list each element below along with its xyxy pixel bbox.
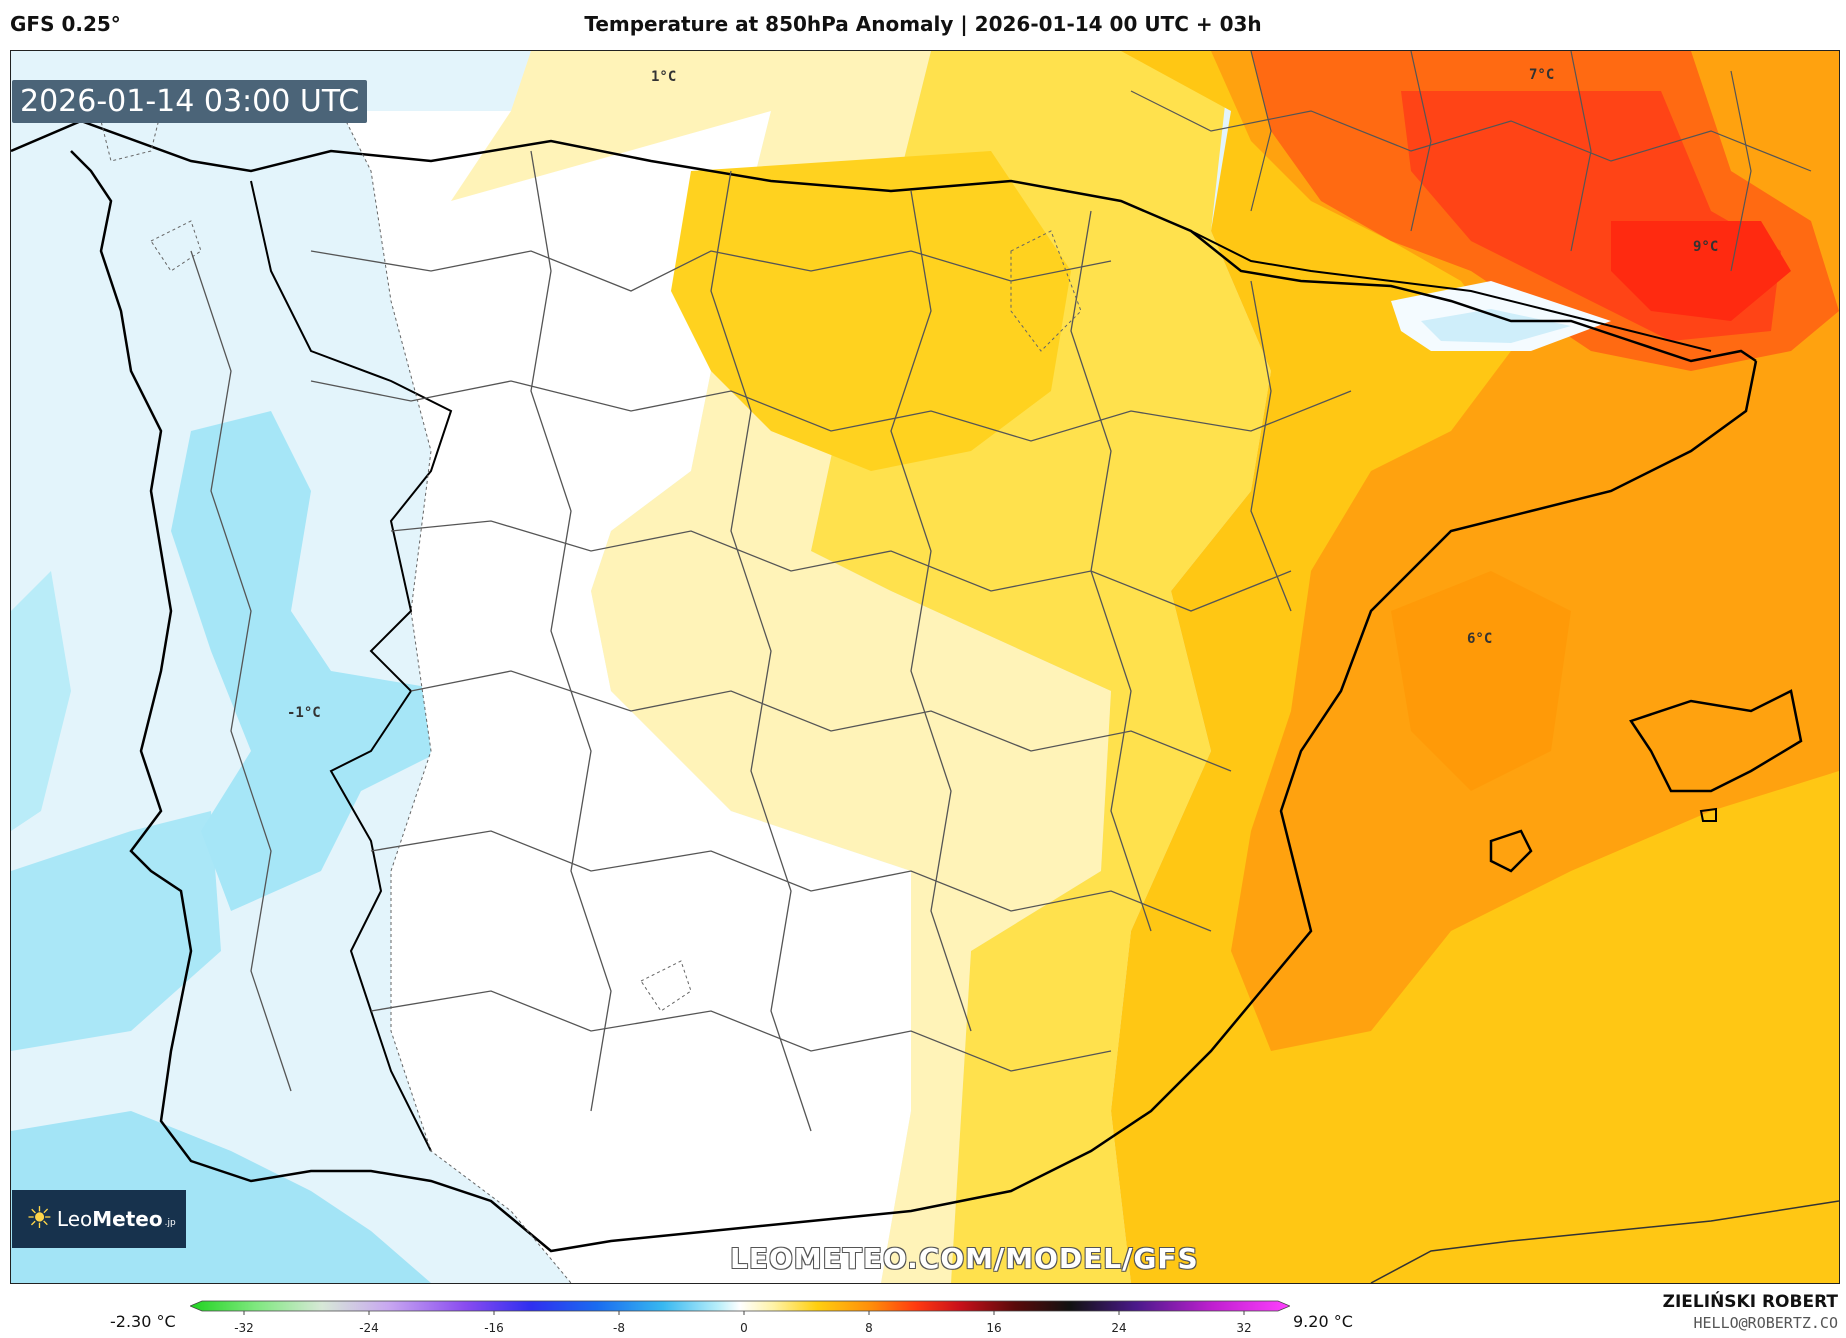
valid-time-badge: 2026-01-14 03:00 UTC — [12, 80, 368, 123]
sun-icon: ☀ — [26, 1201, 53, 1236]
colorbar-min-label: -2.30 °C — [110, 1312, 176, 1331]
contour-label-9c: 9°C — [1693, 239, 1719, 255]
anomaly-map[interactable]: 1°C 7°C 9°C 6°C -1°C — [10, 50, 1840, 1284]
colorbar-tick-label: 32 — [1236, 1321, 1251, 1335]
logo-leo: Leo — [56, 1207, 93, 1231]
author-email[interactable]: HELLO@ROBERTZ.CO — [1693, 1314, 1839, 1332]
colorbar-tick-label: 0 — [740, 1321, 748, 1335]
colorbar: -32 -24 -16 -8 0 8 16 24 32 — [190, 1300, 1290, 1335]
logo-meteo: Meteo — [92, 1207, 163, 1231]
map-title: Temperature at 850hPa Anomaly | 2026-01-… — [584, 12, 1262, 36]
colorbar-tick-label: -32 — [234, 1321, 254, 1335]
model-name: GFS 0.25° — [10, 12, 121, 36]
site-watermark: LEOMETEO.COM/MODEL/GFS — [730, 1242, 1199, 1275]
colorbar-tick-label: 24 — [1111, 1321, 1126, 1335]
map-canvas — [11, 51, 1839, 1283]
colorbar-tick-label: 16 — [986, 1321, 1001, 1335]
contour-label-6c: 6°C — [1467, 631, 1493, 647]
colorbar-tick-label: -16 — [484, 1321, 504, 1335]
colorbar-tick-label: -24 — [359, 1321, 379, 1335]
contour-label-7c: 7°C — [1529, 67, 1555, 83]
leometeo-logo[interactable]: ☀ Leo Meteo .jp — [12, 1190, 186, 1248]
colorbar-max-label: 9.20 °C — [1293, 1312, 1353, 1331]
author-name: ZIELIŃSKI ROBERT — [1662, 1292, 1838, 1312]
contour-label-minus1c: -1°C — [287, 705, 321, 721]
contour-label-1c: 1°C — [651, 69, 677, 85]
logo-suffix: .jp — [164, 1218, 176, 1228]
colorbar-tick-label: -8 — [613, 1321, 625, 1335]
colorbar-tick-label: 8 — [865, 1321, 873, 1335]
